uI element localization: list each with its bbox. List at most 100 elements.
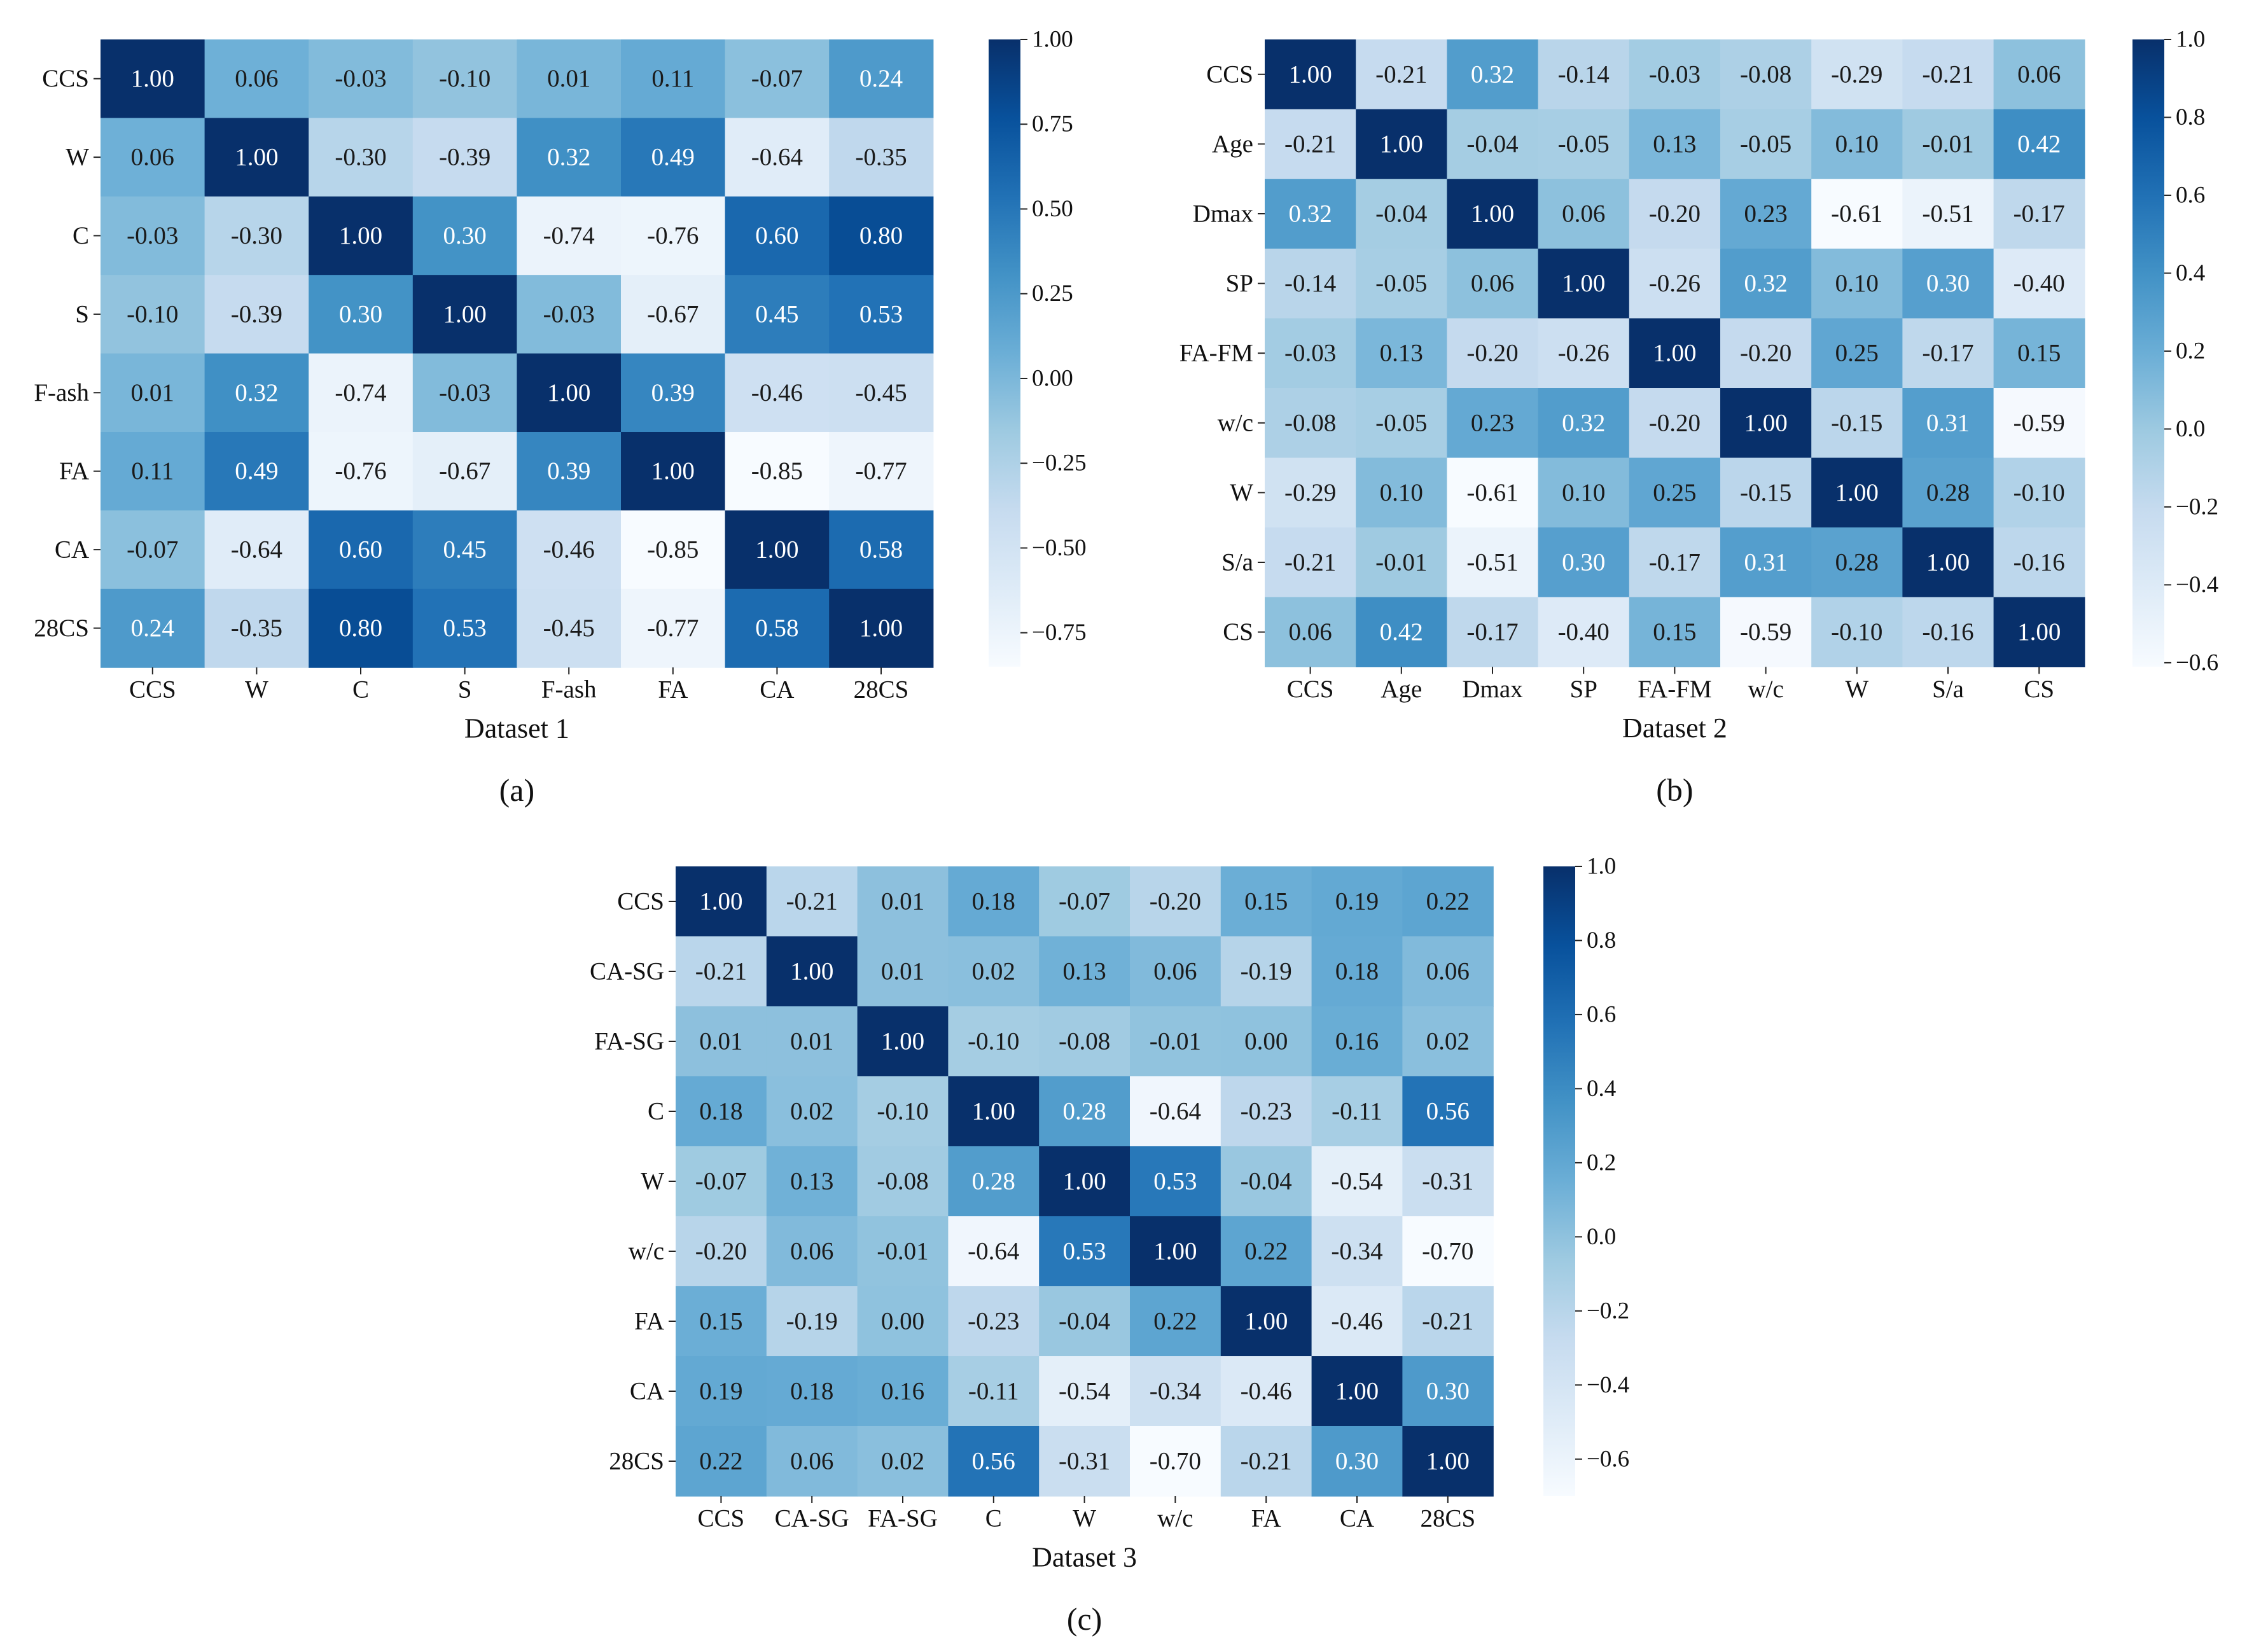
cell-value-label: -0.46 [751, 379, 803, 406]
cell-value-label: -0.20 [695, 1238, 747, 1265]
cell-value-label: -0.35 [231, 614, 282, 642]
cell-value-label: -0.08 [1740, 60, 1791, 88]
cell-value-label: 0.06 [1153, 958, 1197, 985]
cell-value-label: 0.53 [859, 300, 903, 328]
heatmap-cell [1629, 39, 1721, 110]
heatmap-cell [1629, 109, 1721, 179]
heatmap-cell [1447, 527, 1539, 598]
cell-value-label: -0.20 [1150, 888, 1201, 915]
cell-value-label: -0.29 [1284, 479, 1336, 506]
heatmap-cell [1265, 39, 1356, 110]
heatmap-panel-dataset-2: 1.00 -0.21 0.32 -0.14 -0.03 -0.08 -0.29 -0.21 0.… [1179, 27, 2218, 808]
heatmap-cell [676, 866, 767, 937]
heatmap-cell [725, 39, 830, 118]
colorbar-tick-label: 0.6 [2176, 182, 2205, 208]
cell-value-label: -0.15 [1740, 479, 1791, 506]
cell-value-label: -0.21 [1922, 60, 1973, 88]
y-tick-label: Age [1212, 130, 1253, 158]
heatmap-cell [857, 1286, 949, 1357]
x-tick-label: CA [760, 676, 794, 704]
cell-value-label: 0.22 [699, 1448, 742, 1475]
heatmap-cell [1311, 1286, 1403, 1357]
cell-value-label: -0.54 [1331, 1168, 1382, 1195]
heatmap-cell [725, 196, 830, 275]
heatmap-cell [725, 510, 830, 590]
heatmap-cell [857, 936, 949, 1007]
cell-value-label: 1.00 [235, 144, 278, 171]
heatmap-cell [725, 118, 830, 197]
heatmap-cell [1538, 248, 1630, 319]
heatmap-cell [676, 936, 767, 1007]
heatmap-cell [766, 1356, 858, 1427]
cell-value-label: -0.07 [127, 536, 178, 564]
y-tick-label: CCS [1206, 60, 1253, 88]
heatmap-cell [1130, 1286, 1221, 1357]
x-tick-label: w/c [1748, 676, 1783, 703]
cell-value-label: -0.77 [855, 457, 907, 485]
cell-value-label: 0.24 [131, 614, 174, 642]
colorbar-tick-label: −0.6 [2176, 649, 2218, 676]
heatmap-cell [621, 353, 726, 433]
cell-value-label: -0.30 [335, 144, 386, 171]
colorbar-tick-label: 0.2 [2176, 338, 2205, 364]
x-tick-label: CA-SG [775, 1505, 849, 1532]
heatmap-cell [1356, 527, 1447, 598]
cell-value-label: 0.13 [1062, 958, 1106, 985]
heatmap-cell [1538, 179, 1630, 249]
cell-value-label: -0.04 [1466, 130, 1518, 158]
cell-value-label: -0.21 [695, 958, 747, 985]
cell-value-label: -0.35 [855, 144, 907, 171]
heatmap-cell [1811, 457, 1903, 528]
heatmap-cell [412, 275, 517, 354]
heatmap-cell [948, 1216, 1040, 1287]
heatmap-cell [1402, 1216, 1494, 1287]
heatmap-cell [948, 1286, 1040, 1357]
cell-value-label: -0.03 [1649, 60, 1701, 88]
y-tick-label: SP [1226, 270, 1253, 297]
cell-value-label: -0.74 [335, 379, 386, 406]
cell-value-label: 0.15 [1653, 618, 1696, 646]
heatmap-cell [1902, 457, 1994, 528]
cell-value-label: 0.23 [1471, 409, 1514, 436]
heatmap-cell [1720, 39, 1812, 110]
cell-value-label: 0.02 [881, 1448, 924, 1475]
heatmap-cell [725, 353, 830, 433]
heatmap-cell [725, 432, 830, 511]
cell-value-label: -0.17 [2014, 200, 2065, 228]
cell-value-label: -0.21 [1375, 60, 1427, 88]
heatmap-cell [676, 1006, 767, 1077]
cell-value-label: 0.06 [235, 65, 278, 92]
heatmap-cell [1902, 597, 1994, 667]
cell-value-label: -0.34 [1331, 1238, 1382, 1265]
cell-value-label: -0.04 [1375, 200, 1427, 228]
cell-value-label: -0.77 [647, 614, 699, 642]
heatmap-cell [1130, 866, 1221, 937]
heatmap-cell [1220, 1356, 1312, 1427]
heatmap-cell [621, 432, 726, 511]
heatmap-cell [1311, 866, 1403, 937]
cell-value-label: -0.39 [231, 300, 282, 328]
cell-value-label: -0.01 [1150, 1028, 1201, 1055]
heatmap-cell [857, 1006, 949, 1077]
cell-value-label: 0.58 [859, 536, 903, 564]
cell-value-label: -0.04 [1241, 1168, 1292, 1195]
heatmap-cell [309, 118, 414, 197]
cell-value-label: -0.40 [1558, 618, 1610, 646]
heatmap-cell [412, 118, 517, 197]
cell-value-label: 1.00 [1744, 409, 1787, 436]
cell-value-label: 0.18 [699, 1098, 742, 1125]
heatmap-cell [1130, 1146, 1221, 1217]
cell-value-label: 0.24 [859, 65, 903, 92]
heatmap-cell [1265, 248, 1356, 319]
cell-value-label: 0.02 [972, 958, 1015, 985]
cell-value-label: 0.30 [339, 300, 382, 328]
cell-value-label: -0.23 [1241, 1098, 1292, 1125]
heatmap-cell [101, 39, 205, 118]
heatmap-cell [1130, 1426, 1221, 1497]
cell-value-label: 0.23 [1744, 200, 1787, 228]
cell-value-label: 0.22 [1153, 1308, 1197, 1335]
heatmap-cell [1356, 39, 1447, 110]
cell-value-label: 1.00 [131, 65, 174, 92]
cell-value-label: 0.18 [972, 888, 1015, 915]
cell-value-label: -0.05 [1375, 270, 1427, 297]
